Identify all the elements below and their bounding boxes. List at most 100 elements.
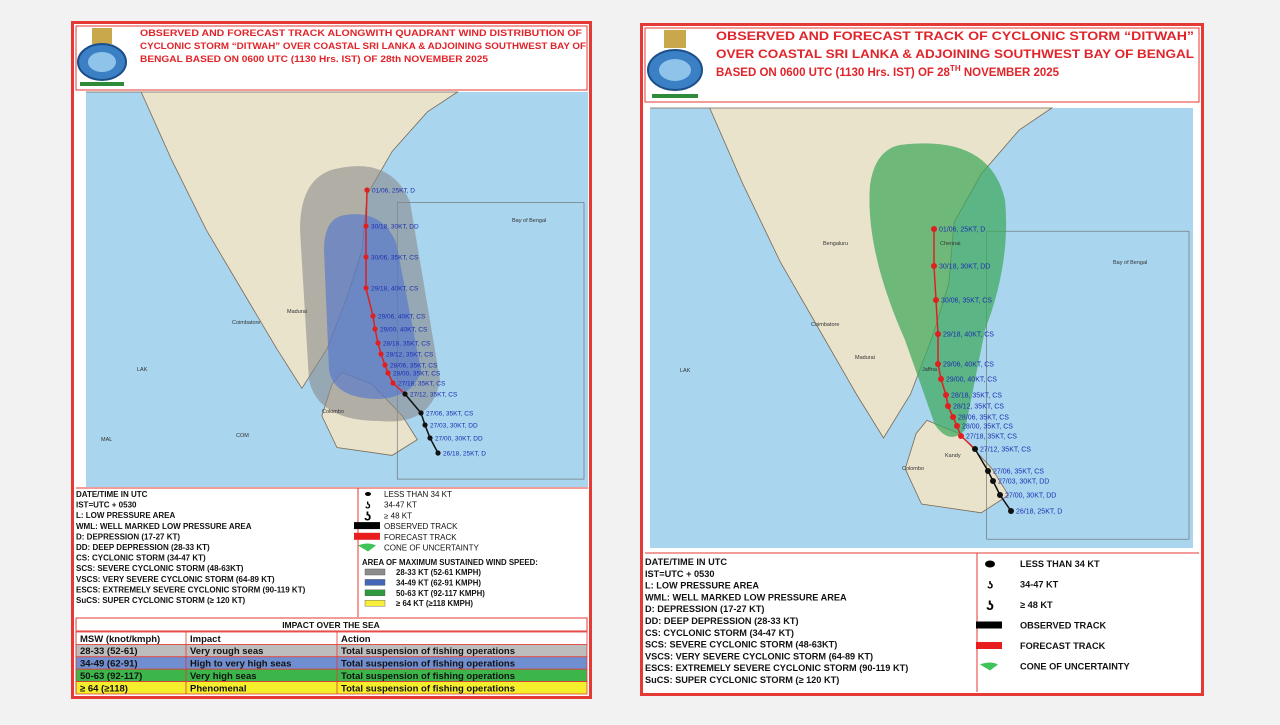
impact-title: IMPACT OVER THE SEA xyxy=(282,620,380,630)
track-label: 29/00, 40KT, CS xyxy=(946,377,997,384)
map-label: Bay of Bengal xyxy=(1113,260,1147,266)
title-superscript: TH xyxy=(950,64,961,73)
legend-abbreviation: IST=UTC + 0530 xyxy=(76,501,137,510)
track-point xyxy=(435,450,441,456)
legend-abbreviation: DD: DEEP DEPRESSION (28-33 KT) xyxy=(76,543,210,552)
legend-abbreviation: CS: CYCLONIC STORM (34-47 KT) xyxy=(645,628,794,638)
track-point xyxy=(385,370,391,376)
track-label: 26/18, 25KT, D xyxy=(443,451,486,458)
wind-swatch xyxy=(364,568,386,576)
legend-symbol-label: OBSERVED TRACK xyxy=(384,522,458,531)
track-point xyxy=(985,468,991,474)
map-label: Coimbatore xyxy=(232,320,260,326)
title-line: CYCLONIC STORM “DITWAH” OVER COASTAL SRI… xyxy=(140,41,587,51)
track-point xyxy=(427,435,433,441)
track-label: 28/06, 35KT, CS xyxy=(958,415,1009,422)
impact-header-cell: Impact xyxy=(190,634,221,645)
map-label: Bay of Bengal xyxy=(512,218,546,224)
legend-abbreviation: SCS: SEVERE CYCLONIC STORM (48-63KT) xyxy=(645,640,837,650)
track-point xyxy=(997,492,1003,498)
track-point xyxy=(418,410,424,416)
track-label: 30/18, 30KT, DD xyxy=(371,224,419,231)
track-label: 01/06, 25KT, D xyxy=(939,227,985,234)
track-label: 27/18, 35KT, CS xyxy=(398,381,446,388)
right-logo xyxy=(647,30,703,98)
symbol-observed xyxy=(976,621,1002,629)
title-text: BASED ON 0600 UTC (1130 Hrs. IST) OF 28 xyxy=(716,67,951,79)
map-label: Coimbatore xyxy=(811,322,839,328)
impact-cell: Total suspension of fishing operations xyxy=(341,646,515,657)
legend-abbreviation: CS: CYCLONIC STORM (34-47 KT) xyxy=(76,554,206,563)
track-label: 29/06, 40KT, CS xyxy=(378,314,426,321)
legend-abbreviation: DD: DEEP DEPRESSION (28-33 KT) xyxy=(645,616,799,626)
track-point xyxy=(363,223,369,229)
track-point xyxy=(382,362,388,368)
track-label: 27/03, 30KT, DD xyxy=(430,423,478,430)
legend-abbreviation: ESCS: EXTREMELY SEVERE CYCLONIC STORM (9… xyxy=(76,585,306,594)
symbol-observed xyxy=(354,522,380,530)
track-point xyxy=(958,433,964,439)
title-text: NOVEMBER 2025 xyxy=(961,67,1060,79)
impact-cell: 34-49 (62-91) xyxy=(80,659,138,670)
legend-symbol-label: FORECAST TRACK xyxy=(1020,641,1106,651)
legend-abbreviation: VSCS: VERY SEVERE CYCLONIC STORM (64-89 … xyxy=(645,651,873,661)
impact-header-cell: Action xyxy=(341,634,371,645)
track-point xyxy=(363,285,369,291)
track-label: 27/18, 35KT, CS xyxy=(966,434,1017,441)
symbol-low xyxy=(365,492,371,496)
track-label: 27/06, 35KT, CS xyxy=(993,469,1044,476)
symbol-scs: ʖ xyxy=(364,508,371,523)
map-label: Madurai xyxy=(855,355,875,361)
track-point xyxy=(931,263,937,269)
map-label: COM xyxy=(236,433,249,439)
track-label: 27/00, 30KT, DD xyxy=(1005,493,1056,500)
track-label: 27/03, 30KT, DD xyxy=(998,479,1049,486)
impact-cell: Very high seas xyxy=(190,671,257,682)
legend-abbreviation: WML: WELL MARKED LOW PRESSURE AREA xyxy=(76,522,252,531)
legend-abbreviation: L: LOW PRESSURE AREA xyxy=(76,511,175,520)
legend-symbol-label: 34-47 KT xyxy=(384,501,417,510)
impact-cell: 28-33 (52-61) xyxy=(80,646,138,657)
map-label: Colombo xyxy=(902,466,924,472)
legend-symbol-label: CONE OF UNCERTAINTY xyxy=(384,544,479,553)
track-label: 28/18, 35KT, CS xyxy=(383,341,431,348)
track-label: 30/06, 35KT, CS xyxy=(371,255,419,262)
legend-symbol-label: OBSERVED TRACK xyxy=(1020,621,1106,631)
legend-abbreviation: SCS: SEVERE CYCLONIC STORM (48-63KT) xyxy=(76,564,244,573)
track-point xyxy=(1008,508,1014,514)
track-point xyxy=(954,423,960,429)
legend-abbreviation: VSCS: VERY SEVERE CYCLONIC STORM (64-89 … xyxy=(76,575,275,584)
symbol-cone xyxy=(980,662,998,671)
track-label: 30/18, 30KT, DD xyxy=(939,264,990,271)
impact-cell: Total suspension of fishing operations xyxy=(341,683,515,694)
track-point xyxy=(378,351,384,357)
track-label: 29/06, 40KT, CS xyxy=(943,362,994,369)
track-point xyxy=(933,297,939,303)
impact-cell: Total suspension of fishing operations xyxy=(341,671,515,682)
track-label: 27/12, 35KT, CS xyxy=(980,447,1031,454)
track-label: 28/12, 35KT, CS xyxy=(953,404,1004,411)
track-label: 27/06, 35KT, CS xyxy=(426,411,474,418)
legend-abbreviation: IST=UTC + 0530 xyxy=(645,569,714,579)
wind-title: AREA OF MAXIMUM SUSTAINED WIND SPEED: xyxy=(362,558,538,567)
impact-cell: 50-63 (92-117) xyxy=(80,671,142,682)
legend-symbol-label: ≥ 48 KT xyxy=(1020,600,1053,610)
map-boundary-box xyxy=(986,230,1190,540)
track-label: 28/00, 35KT, CS xyxy=(393,371,441,378)
legend-symbol-label: LESS THAN 34 KT xyxy=(1020,559,1100,569)
impact-cell: ≥ 64 (≥118) xyxy=(80,683,128,694)
track-label: 29/18, 40KT, CS xyxy=(943,332,994,339)
legend-symbol-label: CONE OF UNCERTAINTY xyxy=(1020,662,1130,672)
track-label: 29/18, 40KT, CS xyxy=(371,286,419,293)
impact-cell: Total suspension of fishing operations xyxy=(341,659,515,670)
track-point xyxy=(943,392,949,398)
track-point xyxy=(931,226,937,232)
symbol-cone xyxy=(358,543,376,552)
map-label: Colombo xyxy=(322,409,344,415)
track-point xyxy=(935,331,941,337)
track-point xyxy=(990,478,996,484)
legend-abbreviation: L: LOW PRESSURE AREA xyxy=(645,581,759,591)
track-label: 28/12, 35KT, CS xyxy=(386,352,434,359)
